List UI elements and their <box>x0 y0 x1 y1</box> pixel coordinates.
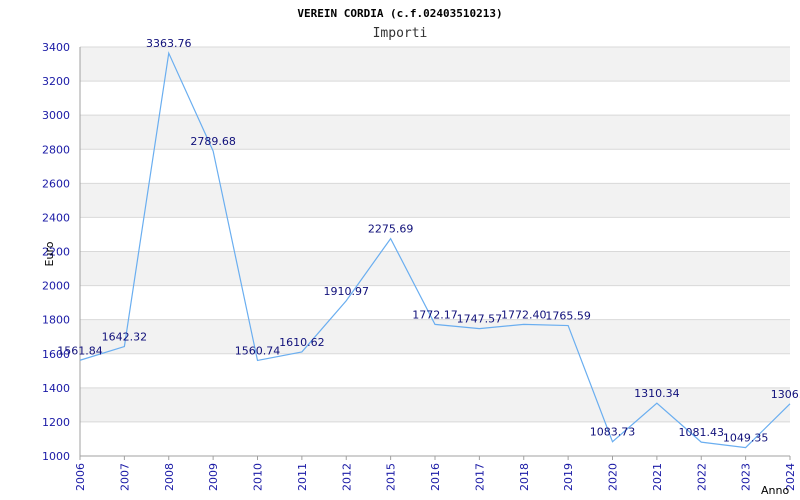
x-tick-label: 2008 <box>163 463 176 491</box>
series-line-group <box>79 51 791 449</box>
data-label: 1081.43 <box>679 426 725 439</box>
data-label: 1306.5 <box>771 388 800 401</box>
y-tick-label: 1600 <box>42 348 70 361</box>
data-label: 1642.32 <box>102 331 148 344</box>
x-tick-label: 2012 <box>340 463 353 491</box>
x-tick-label: 2007 <box>118 463 131 491</box>
plot-band <box>80 183 790 218</box>
plot-band <box>80 319 790 354</box>
plot-band <box>80 421 790 456</box>
x-tick-label: 2023 <box>740 463 753 491</box>
y-tick-label: 1200 <box>42 416 70 429</box>
x-tick-label: 2022 <box>695 463 708 491</box>
chart-title: VEREIN CORDIA (c.f.02403510213) <box>297 7 502 20</box>
x-tick-label: 2006 <box>74 463 87 491</box>
chart-subtitle: Importi <box>373 26 428 41</box>
x-tick-label: 2011 <box>296 463 309 491</box>
data-label: 2275.69 <box>368 223 414 236</box>
data-label: 1772.40 <box>501 308 547 321</box>
x-tick-label: 2009 <box>207 463 220 491</box>
plot-band <box>80 251 790 286</box>
y-tick-label: 3000 <box>42 109 70 122</box>
plot-bands <box>80 47 790 456</box>
data-label: 1083.73 <box>590 426 636 439</box>
y-tick-label: 2800 <box>42 143 70 156</box>
plot-band <box>80 285 790 320</box>
x-tick-label: 2018 <box>518 463 531 491</box>
y-tick-label: 1000 <box>42 450 70 463</box>
y-tick-label: 2200 <box>42 246 70 259</box>
x-tick-label: 2015 <box>385 463 398 491</box>
x-tick-label: 2024 <box>784 463 797 491</box>
plot-band <box>80 115 790 150</box>
data-label: 1747.57 <box>457 313 503 326</box>
data-label: 1561.84 <box>57 344 103 357</box>
plot-band <box>80 353 790 388</box>
data-label: 1049.35 <box>723 432 769 445</box>
y-tick-label: 3200 <box>42 75 70 88</box>
y-tick-labels: 1000 1200 1400 1600 1800 2000 2200 2400 2600 2800… <box>42 41 70 463</box>
x-tick-label: 2016 <box>429 463 442 491</box>
y-axis-label: Euro <box>43 241 56 266</box>
x-tick-labels: 2006 2007 2008 2009 2010 2011 2012 2015 2016 2017… <box>74 463 797 491</box>
data-label: 1772.17 <box>412 308 458 321</box>
x-axis-label: Anno <box>761 484 789 497</box>
data-label: 1310.34 <box>634 387 680 400</box>
y-tick-label: 2000 <box>42 280 70 293</box>
y-tick-label: 1800 <box>42 314 70 327</box>
plot-band <box>80 217 790 252</box>
data-label: 1765.59 <box>545 310 591 323</box>
y-tick-label: 1400 <box>42 382 70 395</box>
x-tick-label: 2019 <box>562 463 575 491</box>
x-tick-label: 2017 <box>473 463 486 491</box>
plot-band <box>80 81 790 116</box>
plot-band <box>80 47 790 82</box>
y-tick-label: 2400 <box>42 211 70 224</box>
data-label: 1610.62 <box>279 336 325 349</box>
x-tick-label: 2020 <box>607 463 620 491</box>
x-tick-label: 2021 <box>651 463 664 491</box>
series-line <box>79 51 791 449</box>
data-label: 2789.68 <box>190 135 236 148</box>
axes <box>79 47 791 460</box>
plot-band <box>80 149 790 184</box>
data-label: 1910.97 <box>324 285 370 298</box>
x-tick-label: 2010 <box>252 463 265 491</box>
data-label: 1560.74 <box>235 344 281 357</box>
y-tick-label: 2600 <box>42 177 70 190</box>
data-label: 3363.76 <box>146 37 192 50</box>
plot-band <box>80 387 790 422</box>
y-tick-label: 3400 <box>42 41 70 54</box>
